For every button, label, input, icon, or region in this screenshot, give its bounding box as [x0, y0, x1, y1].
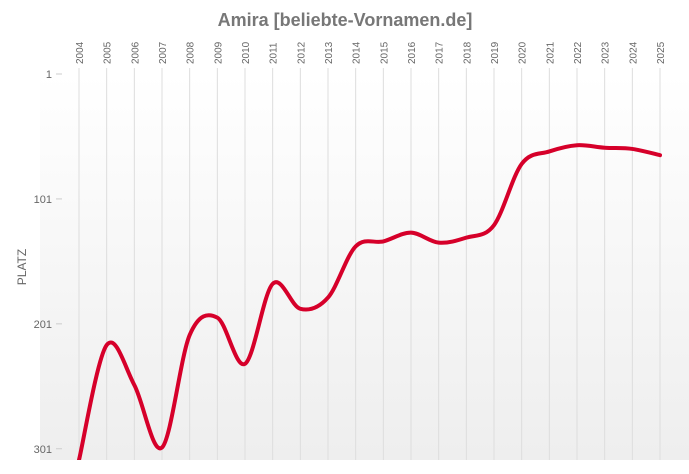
x-tick-label: 2004	[75, 41, 86, 64]
x-tick-label: 2008	[186, 41, 197, 64]
y-tick-label: 201	[34, 319, 52, 331]
x-tick-label: 2005	[103, 41, 114, 64]
x-tick-label: 2007	[158, 41, 169, 64]
line-series	[77, 143, 662, 460]
y-tick-label: 101	[34, 194, 52, 206]
chart-title: Amira [beliebte-Vornamen.de]	[218, 10, 473, 30]
x-tick-label: 2019	[490, 41, 501, 64]
x-tick-label: 2020	[518, 41, 529, 64]
x-tick-label: 2010	[241, 41, 252, 64]
x-tick-label: 2006	[130, 41, 141, 64]
plot-background	[40, 74, 689, 460]
x-tick-label: 2014	[352, 41, 363, 64]
x-tick-label: 2025	[656, 41, 667, 64]
y-tick-label: 301	[34, 444, 52, 456]
x-tick-label: 2017	[435, 41, 446, 64]
x-tick-label: 2022	[573, 41, 584, 64]
y-tick-label: 1	[46, 69, 52, 81]
y-axis-label: PLATZ	[15, 249, 29, 285]
x-tick-label: 2018	[462, 41, 473, 64]
x-tick-label: 2011	[269, 42, 280, 64]
x-tick-label: 2015	[379, 41, 390, 64]
x-tick-label: 2009	[213, 41, 224, 64]
x-tick-label: 2016	[407, 41, 418, 64]
x-tick-label: 2013	[324, 41, 335, 64]
x-tick-label: 2024	[628, 41, 639, 64]
x-tick-label: 2021	[545, 41, 556, 64]
x-tick-label: 2023	[601, 41, 612, 64]
x-tick-label: 2012	[296, 41, 307, 64]
